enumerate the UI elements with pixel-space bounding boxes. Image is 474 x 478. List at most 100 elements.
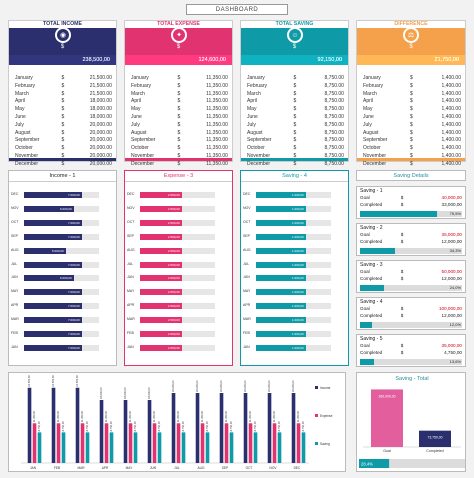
- bar-expense: [296, 423, 301, 463]
- month-label: January: [15, 75, 33, 81]
- bar-value-label: 7.000,00: [68, 345, 80, 350]
- summary-total-strip: 21,750,00: [357, 55, 465, 65]
- bar-month-label: JAN: [243, 344, 250, 349]
- bar-row: SEP 7.000,00: [11, 233, 111, 242]
- month-value: 11,350.00: [206, 75, 228, 81]
- bar-month-label: APR: [243, 303, 251, 308]
- month-row: June $11,350.00: [131, 114, 228, 122]
- currency-symbol: $: [400, 232, 404, 237]
- currency-symbol: $: [400, 269, 404, 274]
- bar-saving: [109, 432, 114, 463]
- month-label: April: [131, 98, 142, 105]
- currency-symbol: $: [400, 343, 404, 348]
- month-label: June: [15, 113, 26, 120]
- progress-percent: 13,6%: [449, 359, 461, 364]
- bar-panel-saving: Saving - 4 DEC 1.000,00 NOV 1.000,00 OCT 1.000…: [240, 170, 349, 366]
- currency-symbol: $: [177, 82, 181, 89]
- bar-month-label: MAY: [127, 289, 135, 294]
- bar-value-label: 2.500,00: [168, 248, 180, 253]
- summary-card-title: DIFFERENCE: [394, 21, 428, 27]
- month-label: December: [363, 160, 387, 167]
- month-label: May: [15, 106, 25, 113]
- bar-data-label: 8.750,00: [37, 421, 41, 432]
- month-label: June: [131, 113, 142, 120]
- saving-detail-title: Saving - 1: [360, 188, 383, 194]
- month-value: 8,750.00: [324, 98, 344, 105]
- currency-symbol: $: [176, 44, 181, 50]
- bar-row: APR 1.000,00: [243, 302, 343, 311]
- currency-symbol: $: [177, 113, 181, 120]
- bar-data-label: 8.750,00: [85, 421, 89, 432]
- month-label: February: [363, 82, 384, 89]
- x-tick-label: SEP: [222, 466, 228, 470]
- bar-value-label: 2.500,00: [168, 206, 180, 211]
- bar-month-label: JUL: [243, 261, 250, 266]
- month-row: April $18,000.00: [15, 98, 112, 106]
- month-value: 1,400.00: [441, 137, 461, 144]
- currency-symbol: $: [61, 82, 65, 89]
- bar-value-label: 2.500,00: [168, 304, 180, 309]
- bar-income: [99, 400, 104, 463]
- saving-detail-title: Saving - 4: [360, 299, 383, 305]
- bar-data-label: 11.350,00: [80, 410, 84, 422]
- bar-data-label: 8.750,00: [229, 421, 233, 432]
- completed-row: Completed $12,000,00: [360, 239, 462, 246]
- bar-expense: [248, 423, 253, 463]
- bar-value-label: 7.000,00: [68, 304, 80, 309]
- summary-total-value: 92,150,00: [317, 57, 342, 63]
- month-label: May: [363, 106, 373, 113]
- month-value: 20,000.00: [89, 121, 112, 128]
- bar-data-label: 18.000,00: [123, 387, 127, 399]
- goal-value: 40,000,00: [441, 195, 462, 200]
- bar-month-label: SEP: [243, 233, 251, 238]
- currency-symbol: $: [177, 145, 181, 152]
- bar-expense: [200, 423, 205, 463]
- bar-data-label: 11.350,00: [152, 410, 156, 422]
- bar-month-label: OCT: [11, 219, 19, 224]
- currency-symbol: $: [177, 98, 181, 105]
- currency-symbol: $: [61, 121, 65, 128]
- goal-label: Goal: [360, 232, 370, 237]
- bar-value-label: 7.000,00: [68, 193, 80, 197]
- legend-label: Expense: [320, 414, 333, 418]
- bar-saving: [277, 432, 282, 463]
- bar-fill: [140, 275, 182, 282]
- bar-row: JUN 1.000,00: [243, 274, 343, 283]
- month-value: 18,000.00: [89, 113, 112, 120]
- bar-value-label: 1.000,00: [292, 193, 304, 197]
- currency-symbol: $: [293, 152, 297, 159]
- month-row: April $1,400.00: [363, 98, 461, 106]
- month-label: November: [247, 152, 271, 159]
- month-label: December: [131, 160, 155, 167]
- bar-row: DEC 2.500,00: [127, 191, 227, 200]
- currency-symbol: $: [177, 106, 181, 113]
- bar-fill: [140, 233, 182, 240]
- bar-fill: [24, 303, 82, 310]
- month-label: May: [131, 106, 141, 113]
- total-progress-fill: [359, 459, 390, 468]
- month-label: September: [131, 137, 156, 144]
- currency-symbol: $: [177, 90, 181, 97]
- bar-row: NOV 1.000,00: [243, 205, 343, 214]
- currency-symbol: $: [400, 276, 404, 281]
- month-row: November $1,400.00: [363, 153, 461, 161]
- bar-data-label: 8.750,00: [157, 421, 161, 432]
- bar-month-label: MAY: [11, 289, 19, 294]
- dashboard-title: DASHBOARD: [186, 4, 288, 15]
- month-value: 8,750.00: [324, 90, 344, 97]
- summary-icon-ring: ◉: [55, 27, 71, 43]
- month-value: 20,000.00: [89, 160, 112, 167]
- summary-card-difference: DIFFERENCE ⚖ $21,750,00 January $1,400.00 Feb…: [356, 20, 466, 167]
- bar-data-label: 20.000,00: [267, 380, 271, 392]
- month-row: September $20,000.00: [15, 137, 112, 145]
- monthly-comparison-svg: 21.500,0011.350,008.750,00JAN21.500,0011…: [21, 375, 333, 470]
- bar-fill: [24, 289, 82, 296]
- bar-month-label: AUG: [127, 247, 135, 252]
- month-row: September $1,400.00: [363, 137, 461, 145]
- bar-fill: [24, 192, 82, 198]
- bar-income: [195, 393, 200, 463]
- monthly-values-list: January $1,400.00 February $1,400.00 March $1…: [363, 75, 461, 169]
- month-row: January $21,500.00: [15, 75, 112, 83]
- month-value: 11,350.00: [206, 137, 228, 144]
- month-value: 1,400.00: [441, 75, 461, 81]
